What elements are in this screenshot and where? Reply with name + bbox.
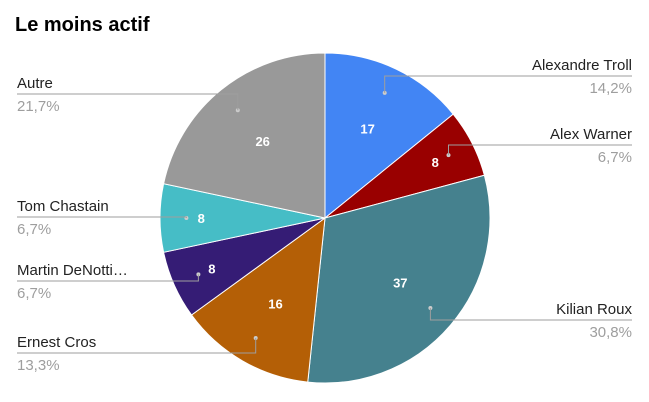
slice-value-label: 17 bbox=[360, 122, 374, 137]
slice-value-label: 26 bbox=[255, 134, 269, 149]
callout-line bbox=[17, 216, 187, 218]
callout-line bbox=[17, 93, 239, 111]
slice-value-label: 16 bbox=[268, 297, 282, 312]
legend-label-autre: Autre bbox=[17, 75, 53, 92]
legend-percent-ernest-cros: 13,3% bbox=[17, 357, 60, 374]
legend-label-alex-warner: Alex Warner bbox=[550, 126, 632, 143]
legend-label-kilian-roux: Kilian Roux bbox=[556, 301, 632, 318]
legend-label-martin-denotti: Martin DeNotti… bbox=[17, 262, 128, 279]
legend-percent-tom-chastain: 6,7% bbox=[17, 221, 51, 238]
pie-slice-autre[interactable] bbox=[163, 52, 326, 219]
legend-percent-martin-denotti: 6,7% bbox=[17, 285, 51, 302]
legend-label-ernest-cros: Ernest Cros bbox=[17, 334, 96, 351]
legend-percent-kilian-roux: 30,8% bbox=[589, 324, 632, 341]
callout-line bbox=[447, 144, 632, 156]
slice-value-label: 8 bbox=[198, 211, 205, 226]
chart-title: Le moins actif bbox=[15, 14, 150, 36]
pie-slice-kilian-roux[interactable] bbox=[307, 174, 491, 384]
callout-line bbox=[384, 75, 632, 93]
legend-label-tom-chastain: Tom Chastain bbox=[17, 198, 109, 215]
callout-line bbox=[17, 338, 257, 354]
slice-value-label: 8 bbox=[432, 155, 439, 170]
legend-percent-autre: 21,7% bbox=[17, 98, 60, 115]
pie-slice-ernest-cros[interactable] bbox=[190, 216, 326, 383]
legend-label-alexandre-troll: Alexandre Troll bbox=[532, 57, 632, 74]
slice-value-label: 8 bbox=[208, 261, 215, 276]
callout-line bbox=[17, 274, 199, 282]
legend-percent-alexandre-troll: 14,2% bbox=[589, 80, 632, 97]
pie-slice-alexandre-troll[interactable] bbox=[324, 52, 454, 220]
legend-percent-alex-warner: 6,7% bbox=[598, 149, 632, 166]
slice-value-label: 37 bbox=[393, 275, 407, 290]
callout-line bbox=[429, 307, 632, 321]
